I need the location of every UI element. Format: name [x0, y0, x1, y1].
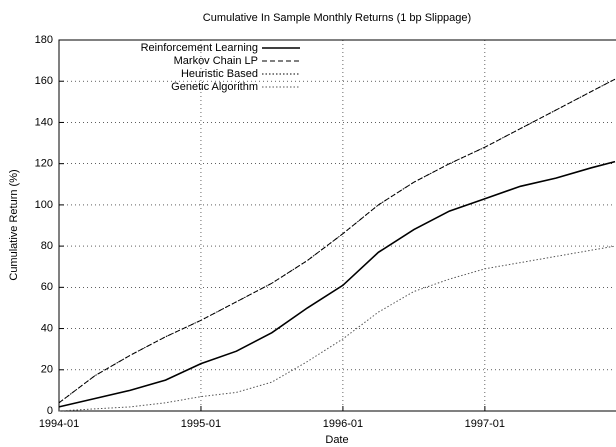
series-line	[58, 245, 616, 412]
y-tick-label: 60	[41, 281, 53, 293]
legend-label: Genetic Algorithm	[171, 81, 258, 93]
y-tick-label: 140	[35, 116, 53, 128]
y-axis-label: Cumulative Return (%)	[8, 169, 20, 280]
series-line	[58, 160, 616, 408]
y-tick-label: 20	[41, 364, 53, 376]
x-tick-label: 1997-01	[465, 418, 505, 430]
legend-label: Markov Chain LP	[174, 55, 258, 67]
x-tick-label: 1996-01	[323, 418, 363, 430]
y-tick-label: 80	[41, 240, 53, 252]
y-tick-label: 40	[41, 322, 53, 334]
y-tick-label: 120	[35, 158, 53, 170]
legend-label: Reinforcement Learning	[141, 42, 258, 54]
chart-title: Cumulative In Sample Monthly Returns (1 …	[203, 12, 471, 24]
y-tick-label: 180	[35, 34, 53, 46]
y-tick-label: 160	[35, 75, 53, 87]
series-line	[58, 78, 616, 404]
plot-frame	[58, 39, 616, 412]
y-tick-label: 0	[47, 405, 53, 417]
y-tick-label: 100	[35, 199, 53, 211]
legend-label: Heuristic Based	[181, 68, 258, 80]
x-tick-label: 1995-01	[181, 418, 221, 430]
x-tick-label: 1994-01	[39, 418, 79, 430]
series-line	[58, 78, 616, 404]
x-axis-label: Date	[325, 434, 348, 446]
